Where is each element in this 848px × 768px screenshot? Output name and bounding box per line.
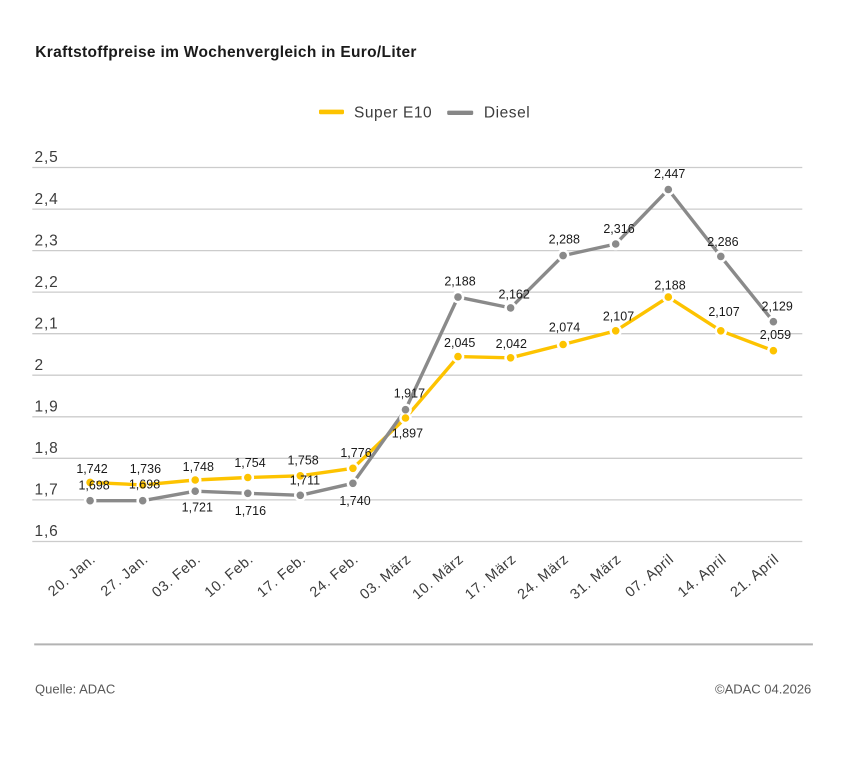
svg-text:1,742: 1,742 [76, 462, 107, 476]
svg-text:2,162: 2,162 [499, 287, 530, 301]
svg-text:Quelle: ADAC: Quelle: ADAC [35, 682, 115, 697]
svg-text:2,2: 2,2 [35, 274, 59, 291]
svg-text:2,3: 2,3 [35, 232, 59, 249]
svg-text:2,188: 2,188 [654, 279, 685, 293]
svg-text:2,129: 2,129 [762, 300, 793, 314]
svg-text:2,4: 2,4 [35, 191, 59, 208]
svg-text:2,107: 2,107 [603, 310, 634, 324]
svg-text:1,711: 1,711 [290, 473, 320, 487]
svg-text:1,698: 1,698 [129, 478, 160, 492]
svg-text:2,316: 2,316 [603, 222, 634, 236]
svg-text:1,9: 1,9 [35, 399, 59, 416]
svg-text:2,288: 2,288 [549, 232, 580, 246]
svg-text:1,698: 1,698 [78, 479, 109, 493]
svg-text:1,754: 1,754 [234, 456, 265, 470]
svg-text:2,1: 2,1 [35, 315, 59, 332]
svg-text:2,5: 2,5 [35, 149, 59, 166]
svg-text:1,758: 1,758 [287, 454, 318, 468]
svg-text:1,7: 1,7 [35, 482, 59, 499]
svg-text:1,776: 1,776 [340, 446, 371, 460]
svg-text:2,286: 2,286 [707, 235, 738, 249]
svg-text:1,721: 1,721 [182, 500, 213, 514]
svg-text:1,740: 1,740 [339, 494, 370, 508]
svg-text:Kraftstoffpreise im Wochenverg: Kraftstoffpreise im Wochenvergleich in E… [35, 44, 416, 61]
svg-text:Super E10: Super E10 [354, 104, 432, 121]
svg-text:2,074: 2,074 [549, 321, 580, 335]
svg-text:1,917: 1,917 [394, 386, 425, 400]
svg-text:2,042: 2,042 [496, 337, 527, 351]
svg-text:2,188: 2,188 [444, 275, 475, 289]
svg-text:1,716: 1,716 [235, 504, 266, 518]
svg-text:2,059: 2,059 [760, 328, 791, 342]
svg-text:©ADAC 04.2026: ©ADAC 04.2026 [715, 681, 811, 696]
svg-text:1,748: 1,748 [183, 460, 214, 474]
svg-text:1,897: 1,897 [392, 426, 423, 440]
svg-text:1,6: 1,6 [35, 523, 59, 540]
svg-text:2,107: 2,107 [708, 305, 739, 319]
svg-text:2,447: 2,447 [654, 167, 685, 181]
svg-text:2: 2 [35, 357, 44, 374]
svg-text:2,045: 2,045 [444, 336, 475, 350]
svg-text:1,736: 1,736 [130, 462, 161, 476]
svg-text:Diesel: Diesel [484, 104, 530, 121]
svg-text:1,8: 1,8 [35, 440, 59, 457]
